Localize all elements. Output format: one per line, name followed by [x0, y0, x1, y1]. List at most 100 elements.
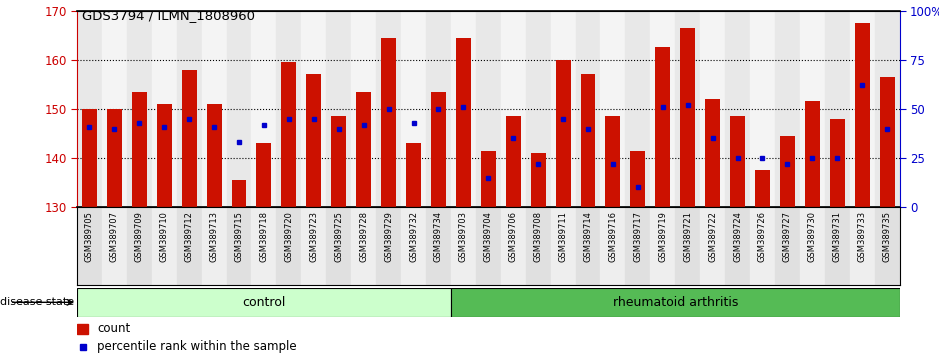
Bar: [705, 99, 720, 207]
Bar: [600, 11, 625, 207]
Bar: [207, 104, 222, 207]
Bar: [476, 207, 500, 285]
Bar: [326, 207, 351, 285]
Bar: [476, 11, 500, 207]
Bar: [177, 207, 202, 285]
Bar: [226, 11, 252, 207]
Text: GSM389708: GSM389708: [533, 211, 543, 262]
Bar: [775, 207, 800, 285]
Bar: [651, 207, 675, 285]
Bar: [232, 180, 247, 207]
Bar: [301, 11, 326, 207]
Text: GSM389731: GSM389731: [833, 211, 841, 262]
Bar: [805, 102, 820, 207]
Text: GSM389735: GSM389735: [883, 211, 892, 262]
Text: GSM389717: GSM389717: [633, 211, 642, 262]
Text: GSM389727: GSM389727: [783, 211, 792, 262]
Bar: [401, 207, 426, 285]
Text: GSM389712: GSM389712: [185, 211, 193, 262]
Bar: [651, 11, 675, 207]
Bar: [131, 92, 146, 207]
Bar: [775, 11, 800, 207]
Text: GSM389719: GSM389719: [658, 211, 668, 262]
Bar: [102, 11, 127, 207]
Text: GSM389709: GSM389709: [135, 211, 144, 262]
Bar: [181, 70, 196, 207]
Bar: [700, 207, 725, 285]
Text: GSM389732: GSM389732: [409, 211, 418, 262]
Text: GSM389726: GSM389726: [758, 211, 767, 262]
Bar: [600, 207, 625, 285]
Bar: [157, 104, 172, 207]
Bar: [102, 207, 127, 285]
Text: GSM389724: GSM389724: [733, 211, 742, 262]
Text: GSM389720: GSM389720: [285, 211, 293, 262]
Bar: [127, 207, 152, 285]
Bar: [506, 116, 521, 207]
Bar: [202, 11, 226, 207]
Bar: [377, 207, 401, 285]
Bar: [750, 207, 775, 285]
Bar: [800, 207, 824, 285]
Bar: [226, 207, 252, 285]
Bar: [406, 143, 421, 207]
Bar: [576, 207, 600, 285]
Bar: [426, 207, 451, 285]
Bar: [77, 324, 88, 334]
Text: GSM389711: GSM389711: [559, 211, 567, 262]
Bar: [306, 74, 321, 207]
Bar: [481, 150, 496, 207]
Bar: [625, 207, 651, 285]
Text: GSM389704: GSM389704: [484, 211, 493, 262]
Bar: [426, 11, 451, 207]
Bar: [431, 92, 446, 207]
Text: GSM389729: GSM389729: [384, 211, 393, 262]
Bar: [625, 11, 651, 207]
Bar: [755, 170, 770, 207]
Text: GSM389730: GSM389730: [808, 211, 817, 262]
Bar: [550, 207, 576, 285]
Bar: [282, 62, 297, 207]
Bar: [655, 47, 670, 207]
Text: GSM389706: GSM389706: [509, 211, 517, 262]
Bar: [725, 11, 750, 207]
Bar: [630, 150, 645, 207]
Text: GSM389723: GSM389723: [309, 211, 318, 262]
Bar: [377, 11, 401, 207]
Text: rheumatoid arthritis: rheumatoid arthritis: [612, 296, 738, 309]
Bar: [874, 11, 900, 207]
Bar: [675, 11, 700, 207]
Bar: [880, 77, 895, 207]
Text: GSM389716: GSM389716: [608, 211, 618, 262]
Bar: [152, 11, 177, 207]
Bar: [526, 11, 550, 207]
Text: GSM389734: GSM389734: [434, 211, 443, 262]
Bar: [256, 143, 271, 207]
Text: GSM389715: GSM389715: [235, 211, 243, 262]
Bar: [455, 38, 470, 207]
Bar: [850, 11, 874, 207]
Text: percentile rank within the sample: percentile rank within the sample: [98, 340, 297, 353]
Text: GSM389705: GSM389705: [85, 211, 94, 262]
Bar: [351, 207, 377, 285]
Bar: [152, 207, 177, 285]
Bar: [576, 11, 600, 207]
Bar: [730, 116, 745, 207]
Bar: [750, 11, 775, 207]
Bar: [824, 207, 850, 285]
Text: GSM389718: GSM389718: [259, 211, 269, 262]
Bar: [77, 207, 102, 285]
Bar: [77, 288, 451, 317]
Text: GSM389722: GSM389722: [708, 211, 717, 262]
Bar: [401, 11, 426, 207]
Bar: [451, 288, 900, 317]
Text: GSM389733: GSM389733: [857, 211, 867, 262]
Bar: [700, 11, 725, 207]
Bar: [77, 11, 102, 207]
Text: control: control: [242, 296, 285, 309]
Bar: [680, 28, 695, 207]
Bar: [107, 109, 122, 207]
Bar: [331, 116, 346, 207]
Bar: [526, 207, 550, 285]
Bar: [824, 11, 850, 207]
